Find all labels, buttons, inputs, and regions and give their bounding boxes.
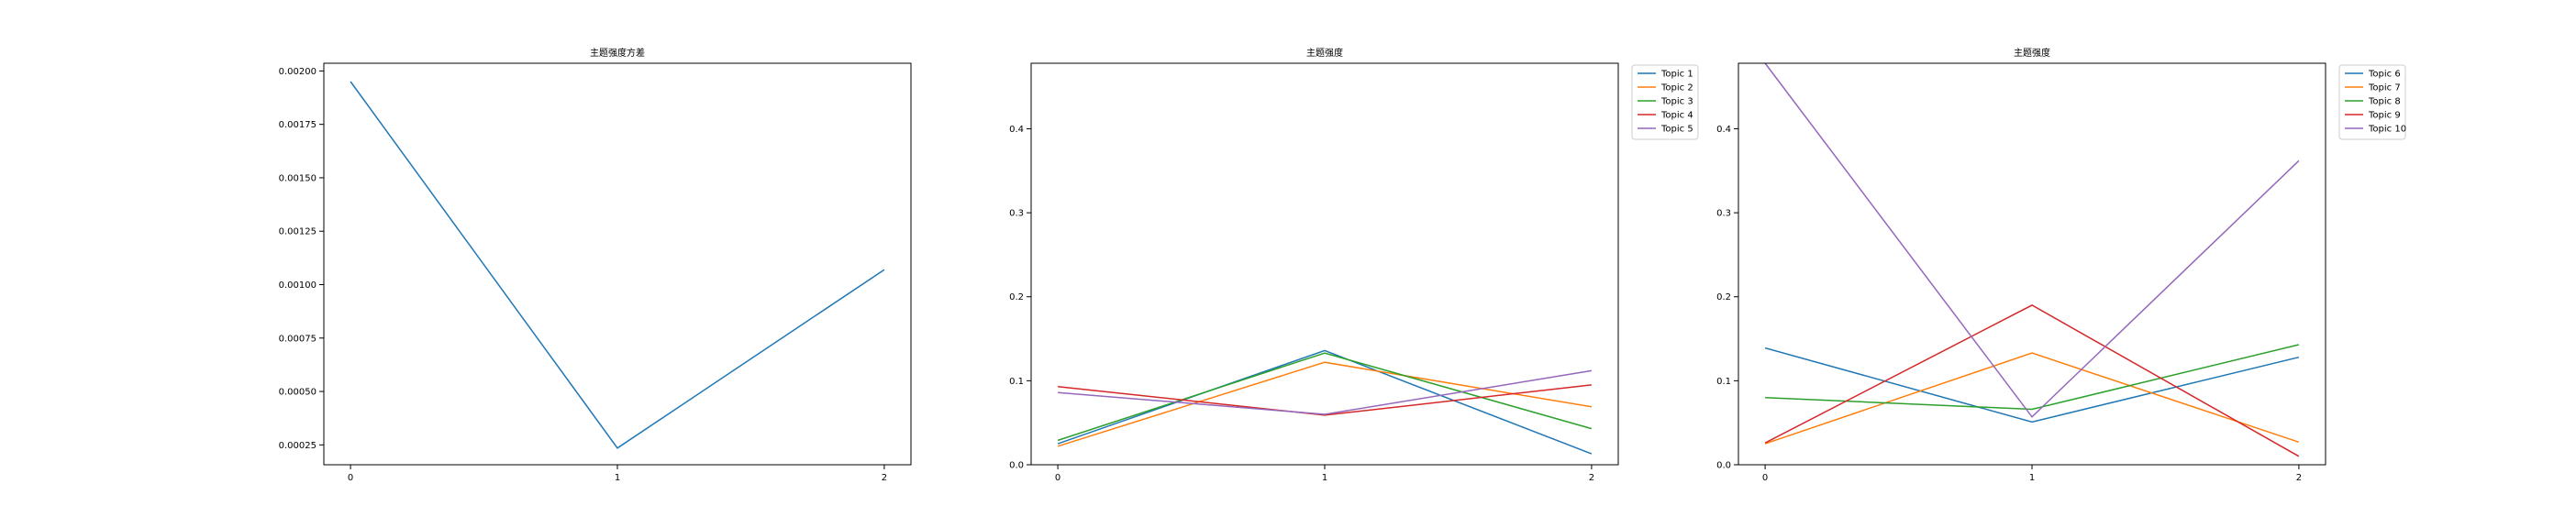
chart-panel-1: 主题强度方差 0 1 2 0.00025 0.00050 0.00075 0.00100 0.0…: [279, 47, 912, 483]
x-tick-label: 2: [1589, 473, 1594, 483]
legend-box: [1631, 64, 1699, 140]
series-line-topic-5: [1058, 369, 1593, 415]
series-line-topic-6: [1764, 346, 2300, 424]
legend-label: Topic 3: [1660, 97, 1693, 107]
series-line-topic-8: [1765, 344, 2300, 411]
plot-frame: [1030, 62, 1619, 466]
y-tick-label: 0.3: [1009, 209, 1024, 219]
series-line-topic-7: [1764, 352, 2300, 445]
y-tick-label: 0.00100: [279, 280, 316, 291]
legend-label: Topic 10: [2368, 125, 2406, 135]
y-tick-label: 0.4: [1716, 125, 1731, 135]
x-tick-label: 1: [2029, 473, 2035, 483]
legend-label: Topic 7: [2368, 83, 2401, 94]
y-tick-label: 0.1: [1716, 377, 1731, 387]
y-tick-label: 0.00025: [279, 441, 316, 451]
legend: Topic 6 Topic 7 Topic 8 Topic 9 Topic 10: [2338, 64, 2406, 140]
legend-label: Topic 5: [1660, 125, 1693, 135]
plot-frame: [323, 62, 912, 466]
legend-label: Topic 8: [2368, 97, 2401, 107]
legend-box: [2338, 64, 2406, 140]
x-tick-label: 0: [1055, 473, 1060, 483]
legend: Topic 1 Topic 2 Topic 3 Topic 4 Topic 5: [1631, 64, 1699, 140]
series-line-topic-2: [1057, 361, 1593, 447]
y-tick-label: 0.1: [1009, 377, 1024, 387]
x-tick-label: 0: [348, 473, 353, 483]
x-tick-label: 2: [882, 473, 887, 483]
y-tick-label: 0.00200: [279, 67, 316, 77]
y-tick-label: 0.00075: [279, 334, 316, 344]
legend-label: Topic 1: [1660, 70, 1693, 80]
series-line-topic-10: [1764, 62, 2300, 418]
series-line-variance: [350, 81, 885, 449]
y-tick-label: 0.00175: [279, 120, 316, 130]
y-tick-label: 0.3: [1716, 209, 1731, 219]
x-tick-label: 1: [1322, 473, 1327, 483]
series-line-topic-4: [1058, 384, 1592, 416]
legend-label: Topic 9: [2368, 111, 2401, 121]
legend-label: Topic 2: [1660, 83, 1693, 94]
chart-title: 主题强度方差: [590, 47, 645, 59]
series-line-topic-3: [1057, 352, 1593, 442]
y-tick-label: 0.4: [1009, 125, 1024, 135]
y-tick-label: 0.00125: [279, 227, 316, 237]
y-tick-label: 0.00050: [279, 388, 316, 398]
legend-label: Topic 4: [1660, 111, 1693, 121]
y-tick-label: 0.00150: [279, 173, 316, 183]
x-tick-label: 2: [2296, 473, 2302, 483]
x-tick-label: 0: [1762, 473, 1768, 483]
y-tick-label: 0.2: [1716, 292, 1731, 302]
chart-title: 主题强度: [1306, 47, 1343, 59]
y-tick-label: 0.2: [1009, 292, 1024, 302]
x-tick-label: 1: [615, 473, 620, 483]
y-tick-label: 0.0: [1009, 461, 1024, 471]
series-line-topic-1: [1057, 349, 1593, 455]
series-line-topic-9: [1764, 304, 2300, 457]
legend-label: Topic 6: [2368, 70, 2401, 80]
y-tick-label: 0.0: [1716, 461, 1731, 471]
plot-frame: [1738, 62, 2326, 466]
chart-title: 主题强度: [2014, 47, 2050, 59]
